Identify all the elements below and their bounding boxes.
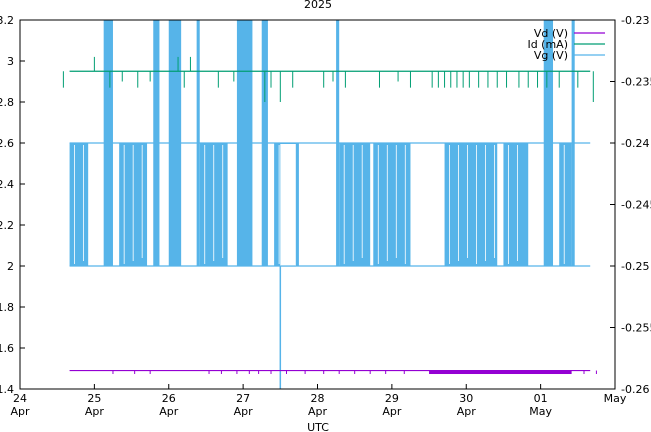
y-tick-label: 2.6 bbox=[0, 137, 14, 150]
x-tick-day: 29 bbox=[385, 392, 399, 405]
vg-top-spike-8 bbox=[571, 20, 575, 266]
y2-tick-label: -0.235 bbox=[621, 76, 651, 89]
y-tick-label: 2 bbox=[7, 260, 14, 273]
x-axis-label: UTC bbox=[307, 421, 329, 432]
vg-band-6 bbox=[444, 143, 498, 266]
x-tick-month: Apr bbox=[159, 405, 179, 418]
series-vd bbox=[69, 369, 597, 375]
vg-top-spike-0 bbox=[103, 20, 113, 266]
chart-title: 2025 bbox=[304, 0, 332, 11]
y-tick-label: 1.6 bbox=[0, 342, 14, 355]
legend-label: Vg (V) bbox=[534, 49, 568, 62]
series-vg bbox=[69, 20, 591, 389]
vg-top-spike-2 bbox=[168, 20, 182, 266]
x-tick-month: Apr bbox=[308, 405, 328, 418]
x-tick-month: Apr bbox=[234, 405, 254, 418]
x-tick-day: 30 bbox=[459, 392, 473, 405]
vg-top-spike-4 bbox=[236, 20, 253, 266]
y2-tick-label: -0.26 bbox=[621, 383, 649, 396]
x-tick-month: Apr bbox=[382, 405, 402, 418]
vg-top-spike-5 bbox=[261, 20, 268, 266]
axes: 1.4 1.6 1.8 2 2.2 2.4 2.6 2.8 3 3.2 -0.26 -0.255 -0.… bbox=[0, 14, 651, 418]
legend-label: Vd (V) bbox=[534, 27, 568, 40]
plot-data bbox=[62, 20, 597, 389]
y-tick-label: 3 bbox=[7, 55, 14, 68]
vd-dense-dips-0 bbox=[429, 370, 572, 375]
y2-tick-label: -0.25 bbox=[621, 260, 649, 273]
x-tick-day: 01 bbox=[534, 392, 548, 405]
legend: Vd (V)Id (mA)Vg (V) bbox=[527, 27, 605, 62]
vg-top-spike-6 bbox=[336, 20, 340, 266]
y2-tick-label: -0.245 bbox=[621, 199, 651, 212]
x-tick-month: Apr bbox=[85, 405, 105, 418]
y2-tick-label: -0.24 bbox=[621, 137, 649, 150]
vg-band-7 bbox=[503, 143, 529, 266]
y2-tick-label: -0.23 bbox=[621, 14, 649, 27]
x-tick-month: Apr bbox=[10, 405, 30, 418]
x-tick-day: May bbox=[604, 392, 627, 405]
y-tick-label: 1.4 bbox=[0, 383, 14, 396]
y2-tick-label: -0.255 bbox=[621, 322, 651, 335]
x-tick-day: 24 bbox=[13, 392, 27, 405]
y-tick-label: 3.2 bbox=[0, 14, 14, 27]
x-tick-month: Apr bbox=[457, 405, 477, 418]
y-tick-label: 2.2 bbox=[0, 219, 14, 232]
x-tick-day: 26 bbox=[162, 392, 176, 405]
vg-band-0 bbox=[69, 143, 89, 266]
vg-low-plateau-mask bbox=[280, 144, 296, 266]
x-tick-day: 25 bbox=[87, 392, 101, 405]
x-tick-month: May bbox=[529, 405, 552, 418]
vg-band-5 bbox=[373, 143, 411, 266]
x-tick-day: 28 bbox=[311, 392, 325, 405]
vg-top-spike-3 bbox=[196, 20, 200, 266]
x-tick-day: 27 bbox=[236, 392, 250, 405]
vg-band-8 bbox=[559, 143, 572, 266]
series-id bbox=[62, 56, 594, 102]
legend-label: Id (mA) bbox=[527, 38, 568, 51]
vg-top-spike-7 bbox=[543, 20, 554, 266]
y-tick-label: 2.4 bbox=[0, 178, 14, 191]
y-tick-label: 2.8 bbox=[0, 96, 14, 109]
y-tick-label: 1.8 bbox=[0, 301, 14, 314]
vg-top-spike-1 bbox=[153, 20, 160, 266]
